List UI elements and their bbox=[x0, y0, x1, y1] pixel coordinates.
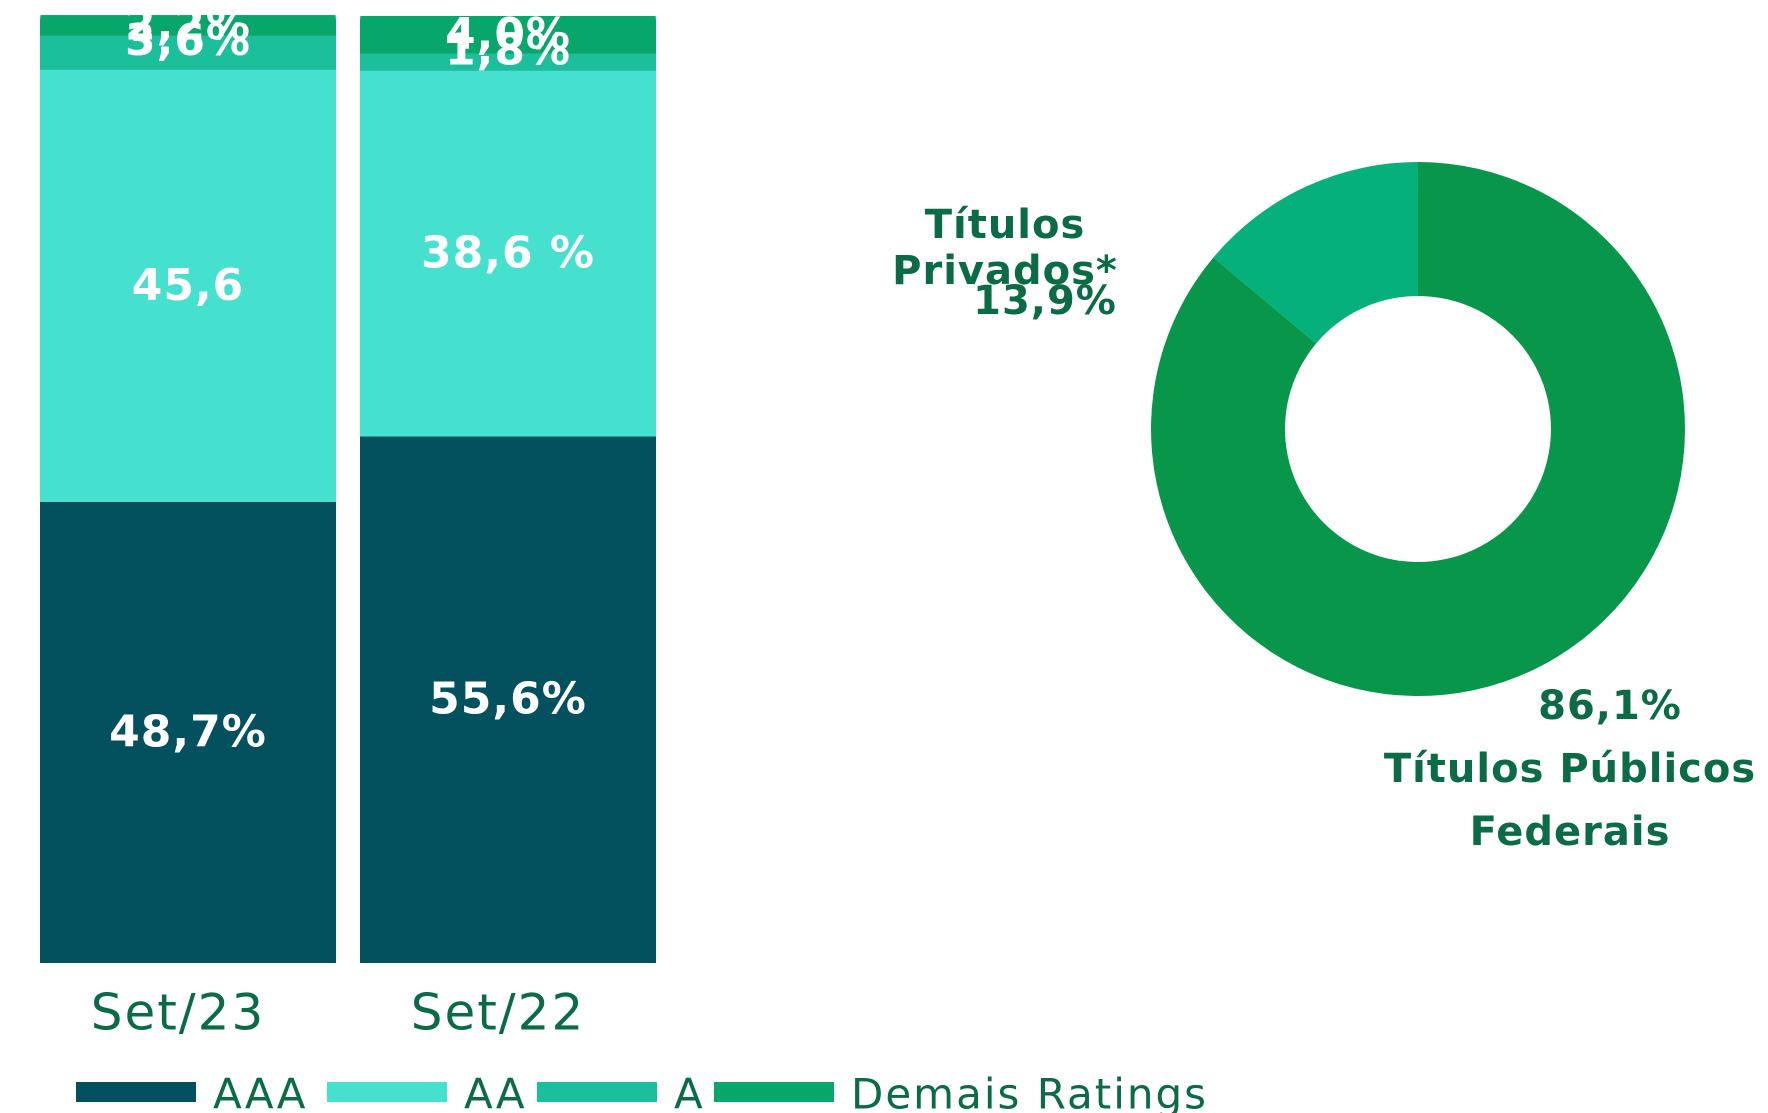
value-label: 38,6 % bbox=[421, 228, 595, 279]
legend-swatch bbox=[327, 1082, 447, 1102]
value-label: 48,7% bbox=[109, 706, 267, 757]
bar-segment bbox=[40, 501, 336, 963]
slice-label: Títulos Privados* bbox=[892, 202, 1118, 294]
bar-segment bbox=[360, 53, 656, 71]
legend-swatch bbox=[537, 1082, 657, 1102]
slice-label: Títulos Públicos Federais bbox=[1383, 746, 1757, 855]
x-tick-label: Set/22 bbox=[411, 984, 586, 1042]
slice-value-label: 13,9% bbox=[973, 278, 1117, 324]
value-label: 1,8% bbox=[445, 24, 571, 75]
bar-segment bbox=[40, 35, 336, 70]
x-tick-label: Set/23 bbox=[91, 984, 266, 1042]
bar-segment bbox=[360, 70, 656, 437]
bar-group bbox=[360, 16, 656, 963]
bar-segment bbox=[40, 15, 336, 36]
value-label: 3,6% bbox=[125, 15, 251, 66]
value-label: 2,2% bbox=[125, 0, 251, 50]
value-label: 55,6% bbox=[429, 674, 587, 725]
slice-value-label: 86,1% bbox=[1538, 683, 1682, 729]
bar-segment bbox=[40, 69, 336, 502]
legend-label: Demais Ratings bbox=[851, 1070, 1208, 1113]
legend-swatch bbox=[714, 1082, 834, 1102]
value-label: 4,0% bbox=[445, 9, 571, 60]
bar-segment bbox=[360, 16, 656, 54]
donut-slice bbox=[1213, 162, 1418, 344]
legend-label: A bbox=[674, 1070, 705, 1113]
value-label: 45,6 bbox=[132, 260, 245, 311]
bar-group bbox=[40, 15, 336, 963]
legend-label: AA bbox=[464, 1070, 527, 1113]
legend-label: AAA bbox=[213, 1070, 308, 1113]
bar-segment bbox=[360, 436, 656, 963]
donut-slice bbox=[1151, 162, 1686, 696]
legend-swatch bbox=[76, 1082, 196, 1102]
